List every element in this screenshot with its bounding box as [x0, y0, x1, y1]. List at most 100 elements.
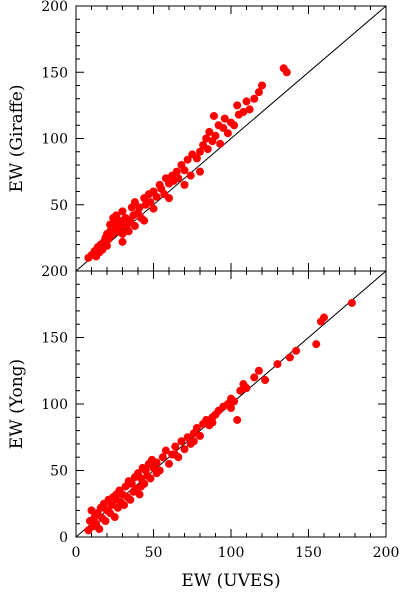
data-point — [146, 474, 155, 483]
data-point — [118, 237, 127, 246]
data-point — [205, 127, 214, 136]
x-tick-label: 0 — [72, 545, 81, 561]
data-point — [196, 431, 204, 440]
data-point — [107, 501, 116, 510]
data-point — [292, 346, 301, 355]
data-point — [183, 155, 192, 164]
data-point — [177, 437, 186, 446]
y-tick-label: 200 — [41, 264, 68, 280]
data-point — [254, 366, 263, 375]
data-point — [183, 433, 192, 442]
panel-giraffe: 50 100 150 200 EW (Giraffe) — [7, 0, 387, 272]
data-point — [118, 229, 127, 238]
data-point — [250, 94, 259, 103]
data-point — [135, 490, 144, 499]
data-point — [202, 134, 211, 143]
data-point — [165, 194, 173, 203]
data-point — [273, 360, 282, 369]
data-point — [161, 446, 170, 455]
data-point — [120, 501, 129, 510]
data-point — [312, 340, 321, 349]
x-tick-label: 50 — [145, 545, 163, 561]
data-point — [152, 458, 161, 467]
data-point — [101, 517, 110, 526]
data-point — [118, 207, 127, 216]
data-point — [233, 101, 242, 110]
data-point — [196, 147, 204, 156]
data-point — [180, 180, 189, 189]
panel-yong-frame — [75, 270, 387, 538]
y-tick-label: 150 — [41, 65, 68, 81]
data-point — [196, 167, 204, 176]
y-tick-label: 100 — [41, 397, 68, 413]
data-point — [219, 123, 228, 132]
data-point — [282, 68, 291, 77]
data-point — [245, 105, 254, 114]
data-point — [250, 373, 259, 382]
panel-yong-tick-labels: 0 50 100 150 200 0 50 100 150 200 — [41, 264, 399, 561]
panel-yong-y-axis-label: EW (Yong) — [7, 359, 27, 449]
data-point — [158, 453, 167, 462]
x-tick-label: 100 — [218, 545, 245, 561]
data-point — [239, 108, 248, 116]
data-point — [130, 198, 139, 207]
panel-yong: 0 50 100 150 200 0 50 100 150 200 EW (Yong) EW (U… — [7, 264, 399, 591]
data-point — [87, 506, 96, 515]
data-point — [192, 423, 201, 432]
data-point — [110, 513, 119, 522]
data-point — [242, 384, 251, 393]
panel-giraffe-y-axis-label: EW (Giraffe) — [7, 85, 27, 193]
data-point — [124, 479, 133, 488]
data-point — [171, 450, 180, 459]
y-tick-label: 50 — [50, 464, 68, 480]
data-point — [233, 415, 242, 424]
data-point — [186, 171, 195, 180]
x-tick-label: 200 — [373, 545, 400, 561]
data-point — [242, 97, 251, 106]
panel-yong-points — [84, 298, 356, 535]
panel-giraffe-points — [84, 64, 291, 262]
data-point — [258, 81, 266, 90]
data-point — [209, 111, 218, 120]
data-point — [261, 376, 270, 385]
y-tick-label: 150 — [41, 331, 68, 347]
data-point — [223, 129, 232, 138]
data-point — [208, 418, 217, 427]
data-point — [140, 216, 149, 225]
data-point — [126, 495, 135, 504]
data-point — [220, 114, 229, 123]
data-point — [236, 386, 245, 395]
data-point — [211, 131, 220, 140]
data-point — [203, 145, 212, 154]
data-point — [152, 469, 161, 478]
data-point — [192, 154, 201, 163]
data-point — [171, 442, 180, 451]
data-point — [149, 204, 158, 213]
panel-yong-ticks — [75, 270, 387, 538]
data-point — [152, 192, 161, 201]
data-point — [135, 203, 144, 212]
y-tick-label: 100 — [41, 132, 68, 148]
data-point — [95, 525, 104, 534]
panel-giraffe-tick-labels: 50 100 150 200 — [41, 0, 68, 214]
data-point — [227, 403, 235, 412]
y-tick-label: 0 — [59, 530, 68, 546]
data-point — [320, 313, 328, 322]
data-point — [180, 445, 189, 454]
y-tick-label: 200 — [41, 0, 68, 15]
data-point — [189, 437, 198, 446]
data-point — [103, 241, 111, 250]
data-point — [174, 174, 183, 183]
x-axis-label: EW (UVES) — [181, 571, 280, 591]
data-point — [216, 139, 225, 148]
data-point — [254, 88, 263, 97]
y-tick-label: 50 — [50, 198, 68, 214]
data-point — [165, 459, 173, 468]
data-point — [124, 227, 133, 236]
data-point — [146, 198, 155, 207]
x-tick-label: 150 — [295, 545, 322, 561]
data-point — [180, 166, 189, 175]
data-point — [347, 298, 356, 307]
data-point — [112, 490, 121, 499]
data-point — [285, 353, 294, 362]
